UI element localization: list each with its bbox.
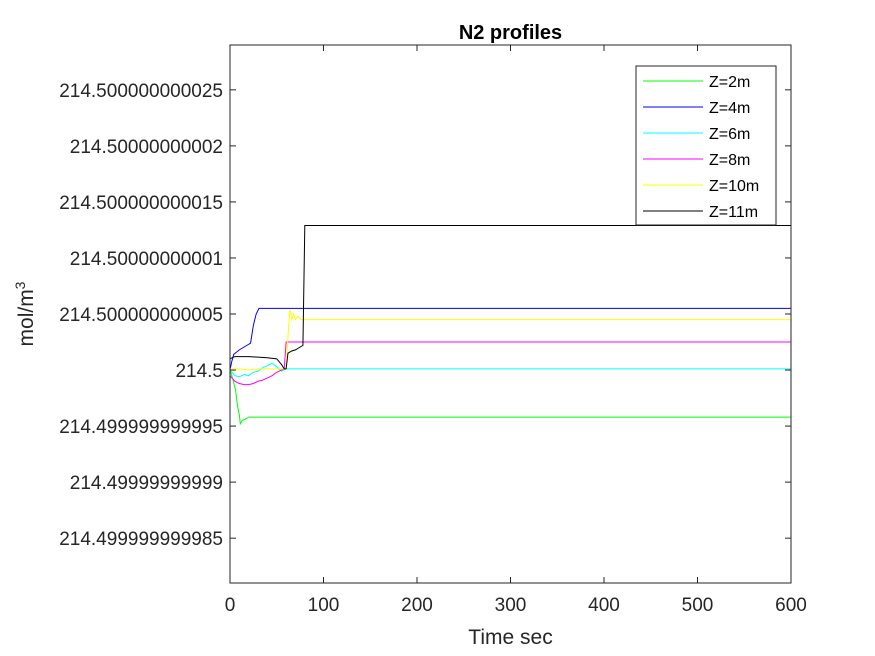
y-axis-label: mol/m3 — [12, 281, 38, 346]
legend-label: Z=4m — [709, 100, 750, 117]
y-tick-label: 214.50000000001 — [70, 249, 223, 270]
x-tick-label: 400 — [588, 595, 620, 616]
legend-label: Z=2m — [709, 74, 750, 91]
x-axis: 0 100 200 300 400 500 600 — [225, 45, 807, 616]
legend: Z=2m Z=4m Z=6m Z=8m Z=10m Z=11m — [635, 65, 777, 226]
legend-box — [635, 65, 777, 226]
chart-title: N2 profiles — [459, 22, 562, 44]
series-line-6 — [229, 224, 791, 370]
y-tick-label: 214.50000000002 — [70, 137, 223, 158]
y-tick-label: 214.499999999995 — [59, 417, 223, 438]
y-axis: 214.499999999985 214.49999999999 214.49999… — [59, 81, 791, 550]
y-tick-label: 214.500000000005 — [59, 305, 223, 326]
legend-label: Z=11m — [709, 204, 758, 221]
x-tick-label: 600 — [775, 595, 807, 616]
y-tick-label: 214.500000000025 — [59, 81, 223, 102]
y-axis-label-superscript: 3 — [12, 281, 28, 289]
series-line-2 — [229, 307, 791, 371]
y-tick-label: 214.49999999999 — [70, 473, 223, 494]
legend-label: Z=8m — [709, 152, 750, 169]
x-tick-label: 500 — [682, 595, 714, 616]
series-line-3 — [229, 362, 791, 378]
series-line-1 — [229, 369, 791, 426]
legend-label: Z=10m — [709, 178, 759, 195]
series-line-5 — [230, 309, 791, 371]
y-axis-label-base: mol/m — [15, 289, 38, 346]
x-tick-label: 100 — [308, 595, 340, 616]
legend-label: Z=6m — [709, 126, 750, 143]
series-layer — [229, 224, 791, 426]
series-line-4 — [229, 341, 791, 386]
x-tick-label: 300 — [495, 595, 527, 616]
x-axis-label: Time sec — [468, 626, 552, 649]
y-tick-label: 214.499999999985 — [59, 529, 223, 550]
y-tick-label: 214.5 — [175, 361, 223, 382]
x-tick-label: 200 — [401, 595, 433, 616]
x-tick-label: 0 — [225, 595, 236, 616]
y-tick-label: 214.500000000015 — [59, 193, 223, 214]
